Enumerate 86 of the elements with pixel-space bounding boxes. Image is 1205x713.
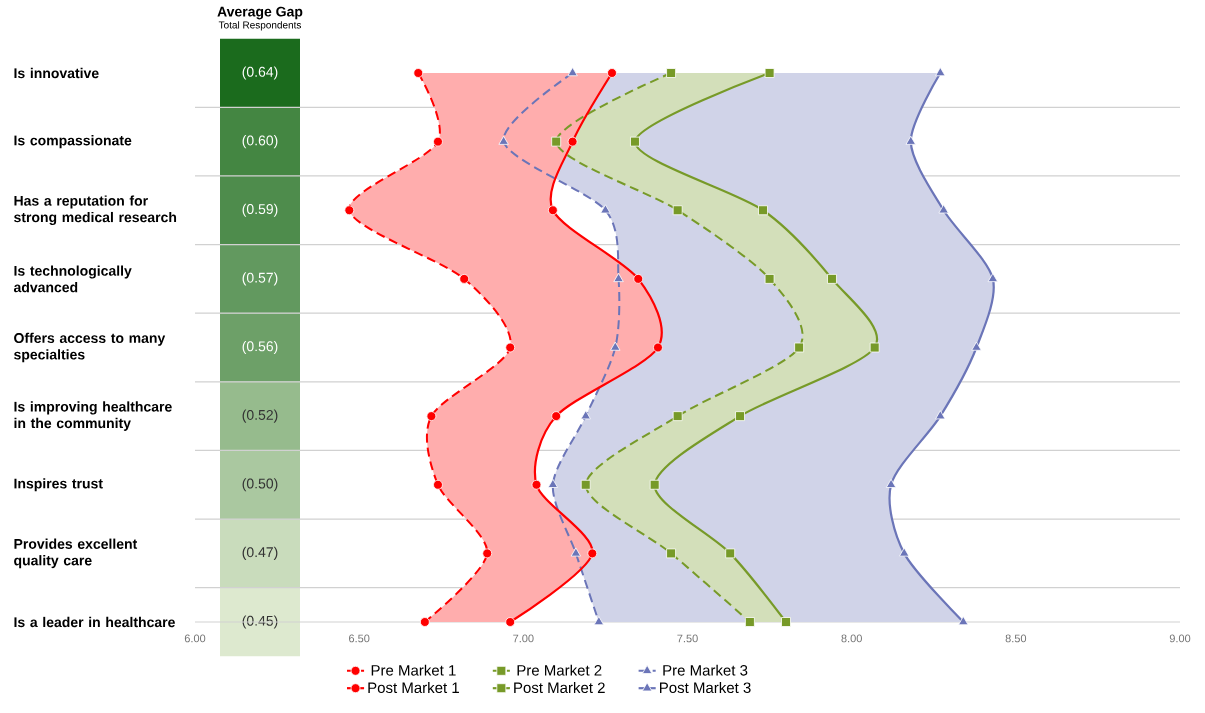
point <box>547 205 558 216</box>
point <box>869 342 880 353</box>
y-tick-label: Provides excellent quality care <box>14 538 138 569</box>
point <box>885 478 897 488</box>
point <box>905 135 916 145</box>
point <box>459 273 470 284</box>
point <box>570 547 582 557</box>
chart-title: Average Gap <box>217 6 303 20</box>
x-tick-label: 9.00 <box>1169 634 1191 643</box>
data-label: (0.64) <box>242 66 278 80</box>
point <box>630 136 640 147</box>
data-label: (0.52) <box>242 409 278 423</box>
point <box>593 616 605 626</box>
point <box>649 479 660 490</box>
point <box>938 204 949 214</box>
point <box>505 342 516 353</box>
point <box>580 410 591 420</box>
point <box>413 68 424 78</box>
data-label: (0.47) <box>242 546 278 560</box>
data-label: (0.57) <box>242 272 278 286</box>
point <box>551 411 562 422</box>
point <box>971 341 982 351</box>
point <box>827 273 837 284</box>
point <box>764 273 775 284</box>
point <box>633 273 644 284</box>
chart-subtitle: Total Respondents <box>218 21 302 31</box>
legend-label: Pre Market 1 <box>371 664 456 676</box>
point <box>735 411 745 422</box>
y-tick-label: Is compassionate <box>14 135 132 149</box>
point <box>758 205 768 216</box>
point <box>794 342 805 353</box>
x-tick-label: 6.00 <box>184 634 206 643</box>
point <box>567 67 578 77</box>
point <box>666 548 676 559</box>
point <box>600 204 611 214</box>
legend-label: Post Market 2 <box>514 682 605 694</box>
data-label: (0.56) <box>242 340 278 355</box>
point <box>672 205 683 216</box>
point <box>433 479 443 490</box>
x-tick-label: 8.50 <box>1005 634 1027 643</box>
y-tick-label: Is technologically advanced <box>13 265 132 293</box>
point <box>498 135 509 145</box>
x-tick-label: 8.00 <box>841 634 862 643</box>
point <box>587 548 598 559</box>
y-tick-label: Offers access to many specialties <box>14 332 166 363</box>
data-label: (0.59) <box>242 203 278 217</box>
point <box>344 205 355 216</box>
point <box>935 410 946 420</box>
legend-label: Pre Market 3 <box>663 664 748 676</box>
point <box>764 68 775 78</box>
point <box>505 617 516 627</box>
y-tick-label: Is innovative <box>14 67 99 79</box>
point <box>433 136 443 147</box>
y-tick-label: Inspires trust <box>14 478 103 492</box>
x-tick-label: 7.00 <box>513 634 534 643</box>
point <box>482 548 493 559</box>
point <box>958 616 969 626</box>
point <box>551 136 562 147</box>
data-label: (0.50) <box>242 478 278 492</box>
point <box>610 341 621 351</box>
point <box>567 136 578 147</box>
point <box>653 342 663 353</box>
point <box>781 617 791 627</box>
legend-label: Pre Market 2 <box>517 664 602 676</box>
point <box>607 68 617 78</box>
legend-label: Post Market 1 <box>368 682 459 694</box>
point <box>666 68 676 78</box>
y-tick-label: Is a leader in healthcare <box>14 616 175 628</box>
point <box>547 478 559 488</box>
x-tick-label: 6.50 <box>349 634 370 643</box>
data-label: (0.60) <box>242 135 278 149</box>
point <box>935 67 946 77</box>
point <box>725 548 736 559</box>
legend-label: Post Market 3 <box>660 682 751 694</box>
point <box>744 617 755 627</box>
y-tick-label: Is improving healthcare in the community <box>14 401 172 431</box>
data-label: (0.45) <box>242 615 278 629</box>
point <box>580 479 591 490</box>
point <box>531 479 542 490</box>
point <box>613 272 624 283</box>
point <box>419 617 430 627</box>
y-tick-label: Has a reputation for strong medical research <box>14 195 177 226</box>
point <box>899 547 910 557</box>
x-tick-label: 7.50 <box>677 634 698 643</box>
point <box>672 411 683 422</box>
point <box>426 411 437 422</box>
